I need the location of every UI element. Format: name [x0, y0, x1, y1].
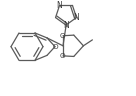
Text: O: O	[59, 33, 65, 39]
Text: O: O	[59, 53, 65, 59]
Text: O: O	[52, 44, 58, 50]
Text: N: N	[57, 1, 62, 10]
Text: N: N	[63, 21, 69, 30]
Text: N: N	[74, 13, 79, 22]
